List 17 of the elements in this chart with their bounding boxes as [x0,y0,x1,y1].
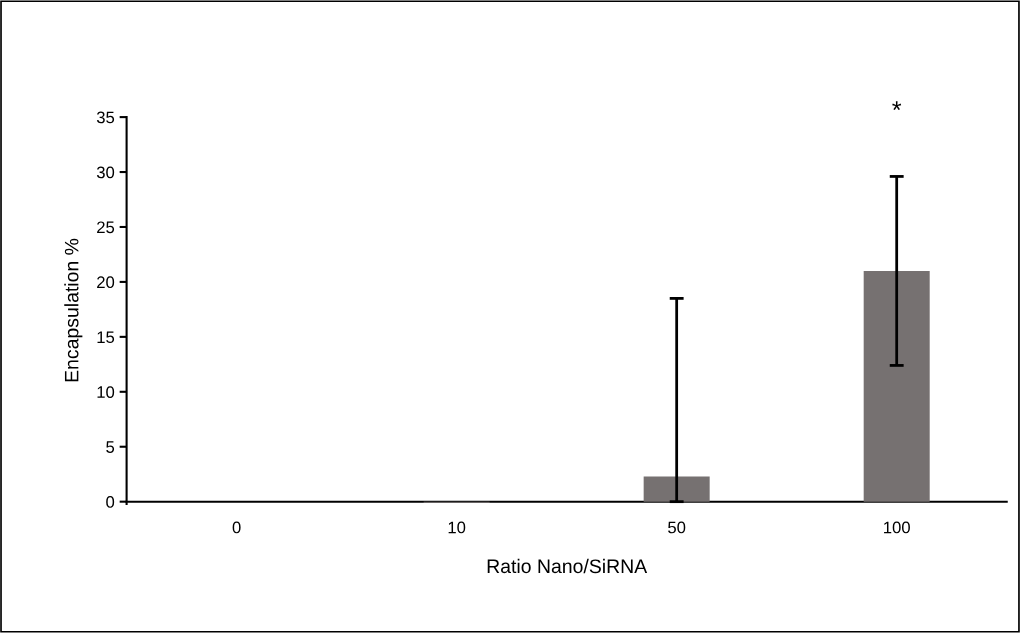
bar [643,476,710,502]
y-tick-label: 10 [97,386,115,398]
x-tick-label: 10 [448,521,466,534]
y-tick-label: 15 [97,331,115,344]
x-tick-label: 50 [668,521,686,534]
x-tick-label: 100 [884,521,910,534]
bar [863,270,930,502]
annotation: * [892,101,902,111]
x-tick-label: 0 [232,521,241,534]
y-axis-title: Encapsulation % [64,238,83,382]
y-tick-label: 25 [97,221,115,234]
y-tick-label: 20 [97,276,115,289]
x-axis-title: Ratio Nano/SiRNA [487,558,648,574]
y-tick-label: 0 [106,496,115,508]
y-tick-label: 35 [96,111,115,124]
y-tick-label: 30 [96,166,115,179]
y-tick-label: 5 [106,441,115,453]
